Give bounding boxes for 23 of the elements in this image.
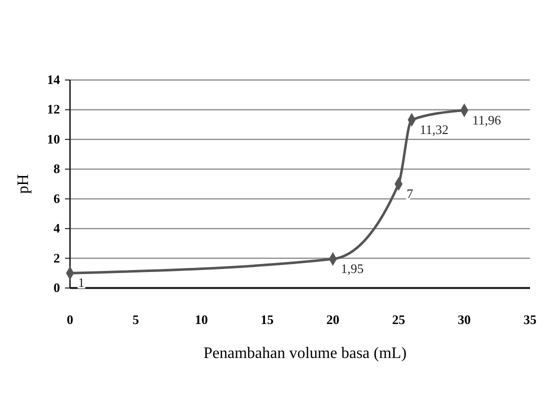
x-tick-label: 10	[194, 312, 208, 327]
x-axis-title: Penambahan volume basa (mL)	[203, 345, 407, 362]
data-label: 1	[78, 275, 84, 290]
x-tick-label: 30	[458, 312, 471, 327]
y-tick-label: 8	[54, 161, 60, 176]
y-tick-label: 2	[54, 250, 60, 266]
data-label: 11,96	[472, 112, 502, 128]
x-tick-label: 35	[524, 312, 537, 327]
data-label: 7	[406, 186, 414, 201]
x-tick-label: 0	[66, 312, 74, 327]
y-tick-label: 10	[47, 131, 60, 146]
data-label: 11,32	[420, 122, 448, 137]
x-tick-label: 25	[392, 312, 406, 327]
x-tick-label: 15	[260, 312, 274, 327]
y-tick-label: 14	[47, 72, 60, 87]
y-tick-label: 0	[54, 280, 60, 295]
data-label: 1,95	[340, 261, 364, 276]
y-tick-label: 12	[47, 102, 60, 117]
y-tick-label: 4	[54, 220, 60, 236]
x-tick-label: 20	[326, 312, 340, 327]
y-axis-title: pH	[15, 174, 32, 194]
x-tick-label: 5	[132, 312, 140, 327]
y-tick-label: 6	[54, 190, 60, 206]
